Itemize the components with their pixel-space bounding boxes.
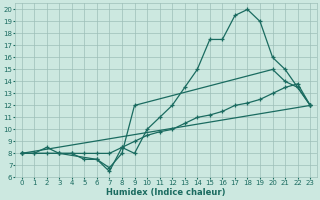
X-axis label: Humidex (Indice chaleur): Humidex (Indice chaleur) [106,188,226,197]
